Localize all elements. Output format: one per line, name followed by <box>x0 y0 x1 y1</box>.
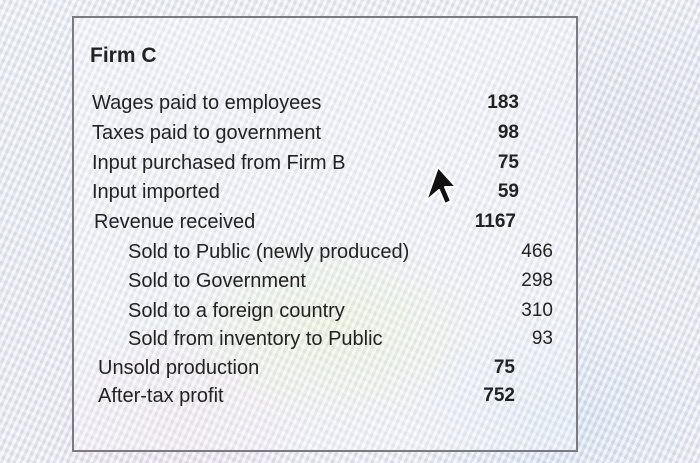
row-label-input-imported: Input imported <box>92 181 220 203</box>
row-label-sold-foreign: Sold to a foreign country <box>128 300 345 322</box>
row-label-taxes: Taxes paid to government <box>92 122 322 144</box>
row-value-unsold: 75 <box>493 357 515 378</box>
mouse-pointer-icon <box>425 166 457 205</box>
firm-c-panel <box>72 16 578 452</box>
row-value-after-tax-profit: 752 <box>483 385 515 406</box>
row-label-sold-inventory: Sold from inventory to Public <box>128 328 383 350</box>
row-value-taxes: 98 <box>497 122 519 143</box>
row-value-input-firm-b: 75 <box>497 152 519 173</box>
row-value-sold-inventory: 93 <box>531 328 553 349</box>
row-label-revenue: Revenue received <box>94 211 256 233</box>
row-label-unsold: Unsold production <box>98 357 260 379</box>
row-label-after-tax-profit: After-tax profit <box>98 385 224 407</box>
row-label-wages: Wages paid to employees <box>92 92 322 114</box>
row-value-sold-public: 466 <box>521 241 553 262</box>
row-label-input-firm-b: Input purchased from Firm B <box>92 152 346 174</box>
panel-title: Firm C <box>90 44 157 67</box>
row-value-revenue: 1167 <box>474 211 516 232</box>
row-label-sold-government: Sold to Government <box>128 270 306 292</box>
row-value-sold-government: 298 <box>521 270 553 291</box>
row-label-sold-public: Sold to Public (newly produced) <box>128 241 410 263</box>
row-value-input-imported: 59 <box>497 181 519 202</box>
row-value-wages: 183 <box>487 92 519 113</box>
row-value-sold-foreign: 310 <box>521 300 553 321</box>
